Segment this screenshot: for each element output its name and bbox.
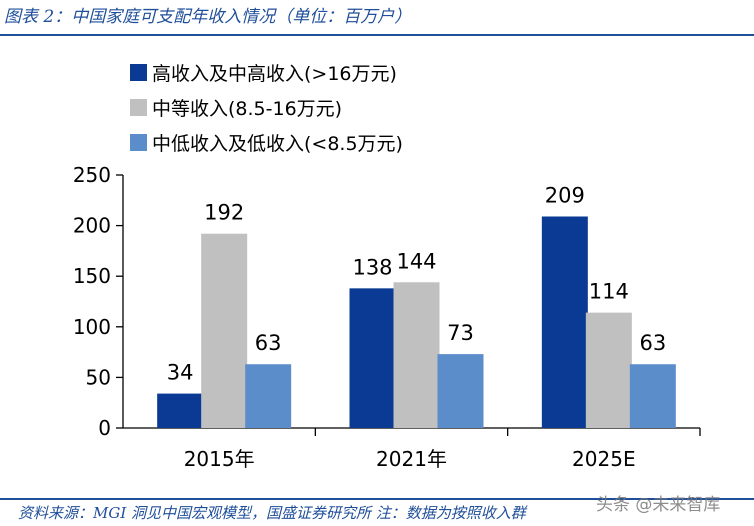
bar [541, 216, 588, 428]
legend-label: 高收入及中高收入(>16万元) [152, 63, 397, 85]
data-label: 144 [396, 249, 436, 273]
value-labels: 34 192 63 138 144 73 209 114 63 [167, 183, 666, 384]
data-label: 114 [589, 280, 629, 304]
y-tick-label: 250 [73, 163, 111, 187]
bar [201, 233, 248, 428]
data-label: 63 [255, 331, 282, 355]
chart-title: 图表 2：中国家庭可支配年收入情况（单位：百万户） [4, 7, 412, 27]
legend-swatch [130, 134, 147, 151]
y-tick-label: 100 [73, 315, 111, 339]
y-tick-label: 200 [73, 214, 111, 238]
bottom-rule [0, 498, 754, 500]
source-note: 资料来源：MGI 洞见中国宏观模型，国盛证券研究所 注：数据为按照收入群 [18, 504, 526, 522]
axes: 0 50 100 150 200 250 2015年 2021年 2025E [73, 163, 701, 471]
data-label: 73 [447, 321, 474, 345]
legend-label: 中等收入(8.5-16万元) [152, 98, 342, 120]
x-tick-label: 2015年 [184, 447, 255, 471]
data-label: 209 [545, 183, 585, 207]
data-label: 63 [639, 331, 666, 355]
y-tick-label: 0 [98, 416, 111, 440]
bar [349, 288, 396, 428]
bar [629, 364, 676, 428]
bar [245, 364, 292, 428]
y-tick-label: 50 [86, 365, 111, 389]
legend: 高收入及中高收入(>16万元) 中等收入(8.5-16万元) 中低收入及低收入(<8… [130, 63, 403, 155]
data-label: 138 [352, 255, 392, 279]
legend-swatch [130, 64, 147, 81]
legend-swatch [130, 99, 147, 116]
bar-chart: 高收入及中高收入(>16万元) 中等收入(8.5-16万元) 中低收入及低收入(<8… [73, 63, 701, 471]
bar [585, 312, 632, 428]
bars [157, 216, 676, 428]
bar [437, 354, 484, 428]
legend-label: 中低收入及低收入(<8.5万元) [152, 133, 403, 155]
data-label: 34 [167, 361, 194, 385]
x-tick-label: 2021年 [376, 447, 447, 471]
top-rule [0, 34, 754, 36]
data-label: 192 [204, 201, 244, 225]
x-tick-label: 2025E [572, 447, 636, 471]
bar [393, 282, 440, 428]
watermark: 头条 @未来智库 [596, 495, 721, 515]
bar [157, 393, 204, 428]
y-tick-label: 150 [73, 264, 111, 288]
